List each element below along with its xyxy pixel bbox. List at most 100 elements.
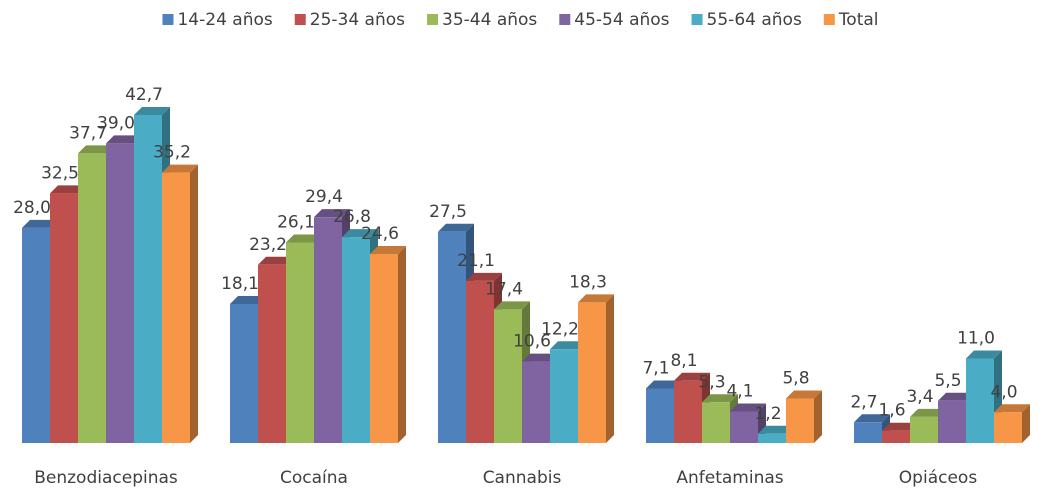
legend-label: Total bbox=[838, 10, 879, 30]
bar-side bbox=[190, 164, 198, 443]
data-label: 18,3 bbox=[569, 272, 607, 292]
bar-top bbox=[494, 301, 530, 310]
data-label: 32,5 bbox=[41, 163, 79, 183]
data-label: 5,5 bbox=[934, 371, 961, 391]
legend-swatch bbox=[427, 14, 439, 25]
bar bbox=[646, 388, 674, 443]
x-tick-label: Cannabis bbox=[483, 468, 562, 488]
bar-top bbox=[78, 145, 114, 154]
bar bbox=[162, 172, 190, 443]
bar-top bbox=[22, 219, 58, 228]
bar bbox=[786, 398, 814, 443]
bar-top bbox=[286, 234, 322, 243]
bar bbox=[438, 231, 466, 443]
bar bbox=[50, 193, 78, 443]
data-label: 4,0 bbox=[990, 382, 1017, 402]
bar-top bbox=[258, 256, 294, 265]
data-label: 21,1 bbox=[457, 251, 495, 271]
bar bbox=[370, 254, 398, 443]
bar-top bbox=[522, 353, 558, 362]
bar-top bbox=[230, 295, 266, 304]
x-tick-label: Opiáceos bbox=[899, 468, 978, 488]
data-label: 37,7 bbox=[69, 123, 107, 143]
data-label: 3,4 bbox=[906, 387, 933, 407]
data-label: 28,0 bbox=[13, 198, 51, 218]
bar bbox=[994, 412, 1022, 443]
bar-top bbox=[162, 164, 198, 173]
bar-top bbox=[50, 185, 86, 194]
data-label: 24,6 bbox=[361, 224, 399, 244]
bar-top bbox=[314, 209, 350, 218]
bar-top bbox=[758, 425, 794, 434]
data-label: 42,7 bbox=[125, 85, 163, 105]
data-label: 10,6 bbox=[513, 332, 551, 352]
bar bbox=[342, 237, 370, 443]
bar bbox=[730, 411, 758, 443]
bar-top bbox=[550, 341, 586, 350]
legend-label: 14-24 años bbox=[177, 10, 272, 30]
legend-label: 35-44 años bbox=[442, 10, 537, 30]
bar-top bbox=[106, 135, 142, 144]
legend: 14-24 años 25-34 años 35-44 años 45-54 años… bbox=[162, 10, 879, 30]
bar bbox=[966, 358, 994, 443]
bar-side bbox=[1022, 404, 1030, 443]
bar bbox=[106, 143, 134, 443]
bar bbox=[134, 115, 162, 443]
bar bbox=[78, 153, 106, 443]
bar bbox=[314, 217, 342, 443]
data-label: 2,7 bbox=[850, 392, 877, 412]
bar bbox=[882, 430, 910, 443]
bar-top bbox=[994, 404, 1030, 413]
bar-top bbox=[466, 272, 502, 281]
bar bbox=[286, 242, 314, 443]
data-label: 26,1 bbox=[277, 213, 315, 233]
bar-top bbox=[882, 422, 918, 431]
bar-top bbox=[438, 223, 474, 232]
bar bbox=[494, 309, 522, 443]
bar bbox=[674, 380, 702, 443]
legend-label: 45-54 años bbox=[574, 10, 669, 30]
data-label: 5,8 bbox=[782, 368, 809, 388]
bar-side bbox=[814, 390, 822, 443]
bar bbox=[22, 227, 50, 443]
data-label: 4,1 bbox=[726, 382, 753, 402]
data-label: 12,2 bbox=[541, 319, 579, 339]
bar-top bbox=[730, 403, 766, 412]
bar-top bbox=[938, 392, 974, 401]
bar-side bbox=[606, 294, 614, 443]
bar bbox=[258, 264, 286, 443]
data-label: 1,6 bbox=[878, 401, 905, 421]
bar-side bbox=[398, 246, 406, 443]
legend-swatch bbox=[823, 14, 835, 25]
data-label: 27,5 bbox=[429, 202, 467, 222]
x-tick-label: Cocaína bbox=[280, 468, 348, 488]
bar-top bbox=[786, 390, 822, 399]
x-tick-label: Benzodiacepinas bbox=[34, 468, 178, 488]
bar-top bbox=[342, 229, 378, 238]
legend-label: 25-34 años bbox=[310, 10, 405, 30]
bar bbox=[230, 303, 258, 443]
data-label: 8,1 bbox=[670, 351, 697, 371]
bar-top bbox=[646, 380, 682, 389]
data-label: 7,1 bbox=[642, 358, 669, 378]
bar-top bbox=[578, 294, 614, 303]
bar-top bbox=[854, 414, 890, 423]
bar bbox=[522, 361, 550, 443]
bar bbox=[758, 433, 786, 443]
legend-label: 55-64 años bbox=[707, 10, 802, 30]
x-tick-label: Anfetaminas bbox=[676, 468, 783, 488]
bar bbox=[466, 280, 494, 443]
bar bbox=[578, 302, 606, 443]
legend-swatch bbox=[559, 14, 571, 25]
legend-swatch bbox=[691, 14, 703, 25]
data-label: 1,2 bbox=[754, 404, 781, 424]
bar-top bbox=[702, 394, 738, 403]
data-label: 26,8 bbox=[333, 207, 371, 227]
legend-swatch bbox=[162, 14, 174, 25]
data-label: 5,3 bbox=[698, 372, 725, 392]
data-label: 11,0 bbox=[957, 329, 995, 349]
bar bbox=[938, 400, 966, 443]
legend-swatch bbox=[294, 14, 306, 25]
bar-top bbox=[370, 246, 406, 255]
